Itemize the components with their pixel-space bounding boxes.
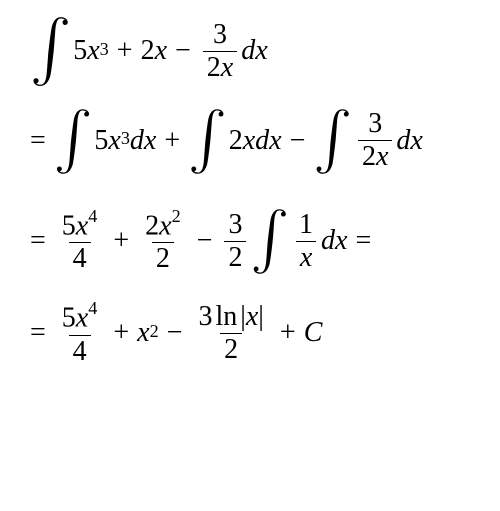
coef: 5 — [73, 37, 87, 65]
numerator: 3 — [209, 21, 231, 51]
differential: dx — [130, 127, 156, 155]
var: x — [155, 37, 167, 65]
fraction: 1 x — [295, 211, 317, 272]
denominator: x — [296, 241, 316, 272]
coef: 5 — [94, 127, 108, 155]
coef: 2 — [141, 37, 155, 65]
denominator: 2 — [220, 333, 242, 364]
numerator: 3 — [364, 110, 386, 140]
constant: C — [304, 319, 323, 347]
integral-sign: ∫ — [313, 110, 352, 168]
minus-op: − — [290, 127, 306, 155]
plus-op: + — [113, 319, 129, 347]
var: x — [243, 127, 255, 155]
integral-sign: ∫ — [250, 210, 289, 268]
denominator: 2x — [358, 140, 392, 171]
integral-sign: ∫ — [30, 18, 71, 80]
differential: dx — [255, 127, 281, 155]
fraction: 3 2x — [203, 21, 237, 82]
exp: 2 — [150, 322, 159, 340]
integral-sign: ∫ — [188, 110, 227, 168]
minus-op: − — [175, 37, 191, 65]
var: x — [137, 319, 149, 347]
minus-op: − — [197, 227, 213, 255]
differential: dx — [241, 37, 267, 65]
math-equation-block: ∫ 5x3 + 2x − 3 2x dx = ∫ 5x3dx + ∫ 2xdx … — [30, 20, 470, 366]
denominator: 2x — [203, 51, 237, 82]
numerator: 5x4 — [58, 301, 102, 334]
equals-sign: = — [30, 227, 46, 255]
minus-op: − — [167, 319, 183, 347]
equals-sign: = — [30, 127, 46, 155]
fraction: 5x4 4 — [58, 301, 102, 365]
equation-line-2: = ∫ 5x3dx + ∫ 2xdx − ∫ 3 2x dx — [30, 110, 470, 171]
fraction: 3 2 — [224, 211, 246, 272]
plus-op: + — [280, 319, 296, 347]
equation-line-4: = 5x4 4 + x2 − 3ln|x| 2 + C — [30, 301, 470, 365]
var: x — [108, 127, 120, 155]
integral-sign: ∫ — [54, 110, 93, 168]
denominator: 4 — [69, 335, 91, 366]
plus-op: + — [164, 127, 180, 155]
differential: dx — [321, 227, 347, 255]
denominator: 2 — [152, 242, 174, 273]
fraction: 2x2 2 — [141, 209, 185, 273]
fraction: 5x4 4 — [58, 209, 102, 273]
fraction: 3 2x — [358, 110, 392, 171]
equation-line-1: ∫ 5x3 + 2x − 3 2x dx — [30, 20, 470, 82]
differential: dx — [396, 127, 422, 155]
var: x — [87, 37, 99, 65]
equals-sign: = — [355, 227, 371, 255]
denominator: 4 — [69, 242, 91, 273]
numerator: 2x2 — [141, 209, 185, 242]
numerator: 1 — [295, 211, 317, 241]
coef: 2 — [229, 127, 243, 155]
equals-sign: = — [30, 319, 46, 347]
plus-op: + — [113, 227, 129, 255]
exp: 3 — [100, 40, 109, 58]
denominator: 2 — [224, 241, 246, 272]
fraction: 3ln|x| 2 — [194, 303, 267, 364]
numerator: 5x4 — [58, 209, 102, 242]
equation-line-3: = 5x4 4 + 2x2 2 − 3 2 ∫ 1 x dx = — [30, 209, 470, 273]
exp: 3 — [121, 129, 130, 147]
plus-op: + — [117, 37, 133, 65]
numerator: 3 — [224, 211, 246, 241]
numerator: 3ln|x| — [194, 303, 267, 333]
